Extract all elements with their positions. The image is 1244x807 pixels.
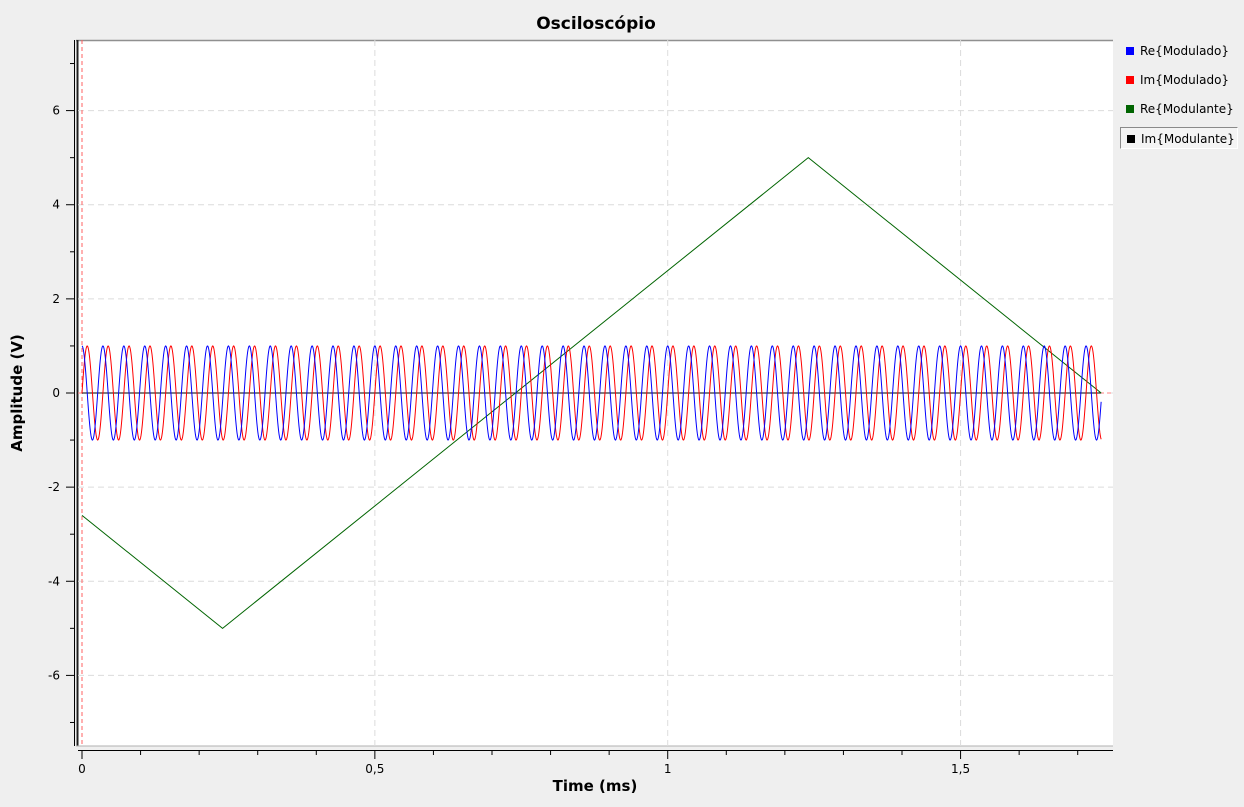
- legend-label: Re{Modulado}: [1140, 44, 1230, 58]
- legend-label: Im{Modulante}: [1141, 132, 1235, 146]
- legend-swatch: [1126, 47, 1134, 55]
- x-tick-label: 1: [664, 762, 672, 776]
- y-tick-label: -2: [48, 480, 60, 494]
- chart-title: Osciloscópio: [536, 14, 656, 34]
- legend-item[interactable]: Re{Modulante}: [1120, 98, 1238, 120]
- legend-item[interactable]: Im{Modulado}: [1120, 69, 1238, 91]
- legend-item[interactable]: Re{Modulado}: [1120, 40, 1238, 62]
- y-tick-label: 0: [52, 386, 60, 400]
- series-line-0: [81, 345, 1102, 441]
- x-tick-label: 0: [78, 762, 86, 776]
- legend-swatch: [1127, 135, 1135, 143]
- y-tick-label: -6: [48, 668, 60, 682]
- legend-swatch: [1126, 76, 1134, 84]
- x-tick-label: 1,5: [951, 762, 970, 776]
- x-axis: 0 0,5 1 1,5: [78, 750, 1113, 776]
- legend-label: Im{Modulado}: [1140, 73, 1230, 87]
- series-line-2: [81, 157, 1102, 629]
- y-tick-label: -4: [48, 574, 60, 588]
- series-layer: [81, 157, 1102, 629]
- y-tick-label: 4: [52, 198, 60, 212]
- y-axis: -6 -4 -2 0 2 4 6: [48, 40, 75, 746]
- y-axis-label: Amplitude (V): [8, 334, 26, 452]
- x-axis-label: Time (ms): [553, 777, 638, 795]
- legend-label: Re{Modulante}: [1140, 102, 1234, 116]
- y-tick-label: 6: [52, 104, 60, 118]
- x-tick-label: 0,5: [365, 762, 384, 776]
- legend-item[interactable]: Im{Modulante}: [1120, 127, 1238, 149]
- y-tick-label: 2: [52, 292, 60, 306]
- legend-swatch: [1126, 105, 1134, 113]
